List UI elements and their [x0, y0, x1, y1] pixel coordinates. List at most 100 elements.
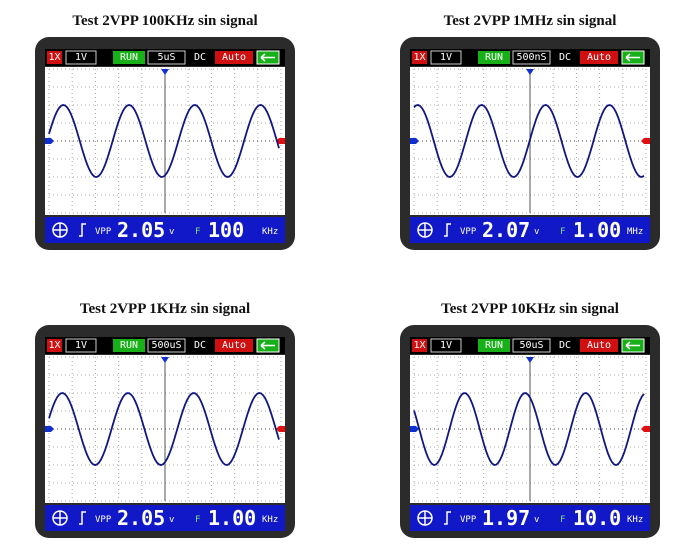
vpp-value: 2.07 [482, 218, 530, 242]
waveform [48, 392, 280, 466]
trigger-marker [526, 69, 534, 75]
coupling-label-box [554, 339, 576, 352]
volts-label: 1V [75, 52, 87, 63]
volts-label-box [65, 50, 97, 65]
ground-marker [45, 426, 54, 432]
ground-marker [410, 426, 419, 432]
volts-label-box [65, 338, 97, 353]
oscilloscope-panel: Test 2VPP 1MHz sin signal 1X 1V RUN 500nS DC A… [400, 13, 660, 250]
trigger-mode: Auto [587, 340, 611, 351]
waveform [413, 392, 645, 466]
edge-icon [79, 223, 86, 237]
oscilloscope-panel: Test 2VPP 100KHz sin signal 1X 1V RUN 5uS DC A… [35, 13, 295, 250]
freq-value: 1.00 [573, 218, 621, 242]
panel-title: Test 2VPP 100KHz sin signal [72, 13, 257, 29]
vpp-value: 2.05 [117, 506, 165, 530]
vpp-value: 1.97 [482, 506, 530, 530]
run-state-box [113, 339, 145, 352]
timebase-label-box [147, 338, 186, 353]
run-state: RUN [120, 340, 138, 351]
trigger-mode-box [580, 339, 618, 352]
volts-label: 1V [75, 340, 87, 351]
trigger-mode: Auto [222, 340, 246, 351]
trigger-marker [526, 357, 534, 363]
position-cross [418, 511, 432, 525]
timebase-label-box [512, 338, 551, 353]
timebase-label-box [147, 50, 186, 65]
trigger-mode-box [580, 51, 618, 64]
timebase-label-box [512, 50, 551, 65]
freq-label: F [560, 515, 565, 525]
position-cross [418, 223, 432, 237]
timebase-label: 50uS [519, 340, 543, 351]
freq-unit: KHz [627, 515, 643, 525]
panel-title: Test 2VPP 10KHz sin signal [441, 301, 619, 317]
timebase-label: 5uS [157, 52, 175, 63]
bottom-bar [45, 217, 285, 243]
coupling-label-box [189, 339, 211, 352]
trigger-mode: Auto [587, 52, 611, 63]
freq-unit: KHz [262, 227, 278, 237]
run-state: RUN [120, 52, 138, 63]
trigger-marker [161, 357, 169, 363]
probe-label: 1X [413, 52, 425, 63]
run-state-box [113, 51, 145, 64]
vpp-label: VPP [95, 515, 112, 525]
freq-label: F [195, 227, 200, 237]
probe-label: 1X [48, 340, 60, 351]
vpp-unit: v [169, 227, 174, 237]
coupling-label: DC [559, 52, 571, 63]
timebase-label: 500uS [151, 340, 181, 351]
trigger-marker [161, 69, 169, 75]
volts-label-box [430, 338, 462, 353]
volts-label: 1V [440, 52, 452, 63]
coupling-label-box [189, 51, 211, 64]
edge-icon [444, 511, 451, 525]
vpp-unit: v [169, 515, 174, 525]
freq-value: 10.0 [573, 506, 621, 530]
probe-label: 1X [48, 52, 60, 63]
back-arrow [260, 341, 275, 350]
coupling-label-box [554, 51, 576, 64]
run-state-box [478, 51, 510, 64]
back-arrow [625, 341, 640, 350]
edge-icon [444, 223, 451, 237]
probe-label-box [412, 339, 427, 352]
probe-label-box [47, 51, 62, 64]
trigger-mode: Auto [222, 52, 246, 63]
ground-marker [45, 138, 54, 144]
level-marker [276, 426, 285, 432]
freq-unit: MHz [627, 227, 643, 237]
vpp-unit: v [534, 515, 539, 525]
coupling-label: DC [194, 52, 206, 63]
volts-label: 1V [440, 340, 452, 351]
run-state-box [478, 339, 510, 352]
back-arrow [625, 53, 640, 62]
trigger-mode-box [215, 339, 253, 352]
level-marker [641, 138, 650, 144]
panel-title: Test 2VPP 1KHz sin signal [80, 301, 250, 317]
freq-value: 1.00 [208, 506, 256, 530]
vpp-label: VPP [460, 515, 477, 525]
bottom-bar [45, 505, 285, 531]
vpp-unit: v [534, 227, 539, 237]
bottom-bar [410, 217, 650, 243]
trigger-mode-box [215, 51, 253, 64]
coupling-label: DC [194, 340, 206, 351]
position-cross [53, 223, 67, 237]
volts-label-box [430, 50, 462, 65]
waveform [413, 104, 645, 178]
oscilloscope-panel: Test 2VPP 1KHz sin signal 1X 1V RUN 500uS DC A… [35, 301, 295, 538]
position-cross [53, 511, 67, 525]
freq-unit: KHz [262, 515, 278, 525]
probe-label: 1X [413, 340, 425, 351]
coupling-label: DC [559, 340, 571, 351]
probe-label-box [412, 51, 427, 64]
ground-marker [410, 138, 419, 144]
run-state: RUN [485, 52, 503, 63]
probe-label-box [47, 339, 62, 352]
back-arrow [260, 53, 275, 62]
oscilloscope-panel: Test 2VPP 10KHz sin signal 1X 1V RUN 50uS DC A… [400, 301, 660, 538]
level-marker [641, 426, 650, 432]
